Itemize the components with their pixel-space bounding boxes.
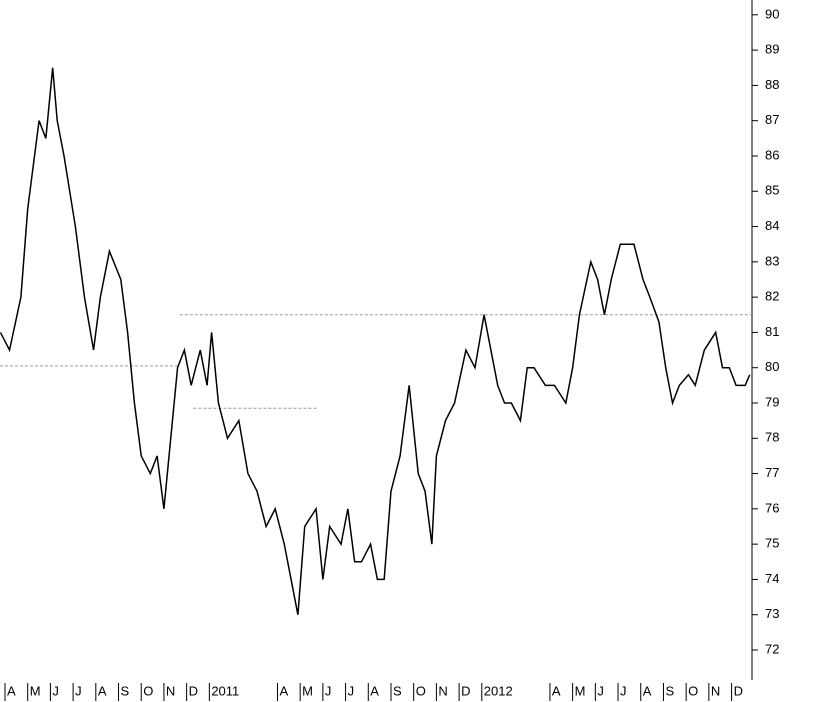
x-tick-label: N: [438, 683, 447, 698]
x-tick-label: D: [461, 683, 470, 698]
x-tick-label: O: [688, 683, 698, 698]
x-tick-label: S: [393, 683, 402, 698]
x-tick-label: M: [302, 683, 313, 698]
y-tick-label: 89: [765, 42, 779, 57]
x-tick-label: A: [643, 683, 652, 698]
x-tick-label: N: [166, 683, 175, 698]
x-tick-label: J: [75, 683, 82, 698]
y-tick-label: 76: [765, 500, 779, 515]
y-tick-label: 81: [765, 324, 779, 339]
y-tick-label: 74: [765, 571, 779, 586]
x-tick-label: O: [143, 683, 153, 698]
y-tick-label: 83: [765, 253, 779, 268]
y-tick-label: 88: [765, 77, 779, 92]
y-tick-label: 78: [765, 430, 779, 445]
price-line: [0, 67, 751, 615]
y-tick-label: 72: [765, 641, 779, 656]
x-tick-label: S: [665, 683, 674, 698]
x-tick-label: 2012: [484, 683, 513, 698]
y-tick-label: 87: [765, 112, 779, 127]
x-tick-label: J: [620, 683, 627, 698]
x-tick-label: D: [734, 683, 743, 698]
x-tick-label: A: [279, 683, 288, 698]
x-tick-label: J: [52, 683, 59, 698]
y-tick-label: 77: [765, 465, 779, 480]
x-tick-label: J: [325, 683, 332, 698]
y-tick-label: 82: [765, 289, 779, 304]
x-tick-label: O: [416, 683, 426, 698]
x-tick-label: J: [597, 683, 604, 698]
x-tick-label: M: [30, 683, 41, 698]
y-tick-label: 84: [765, 218, 779, 233]
y-tick-label: 90: [765, 6, 779, 21]
x-tick-label: A: [98, 683, 107, 698]
x-tick-label: S: [121, 683, 130, 698]
x-tick-label: M: [575, 683, 586, 698]
y-tick-label: 75: [765, 536, 779, 551]
y-tick-label: 85: [765, 183, 779, 198]
x-tick-label: A: [370, 683, 379, 698]
y-tick-label: 86: [765, 147, 779, 162]
y-tick-label: 79: [765, 394, 779, 409]
y-tick-label: 80: [765, 359, 779, 374]
x-tick-label: D: [189, 683, 198, 698]
x-tick-label: N: [711, 683, 720, 698]
x-tick-label: J: [348, 683, 355, 698]
x-tick-label: 2011: [211, 683, 239, 698]
x-tick-label: A: [7, 683, 16, 698]
x-tick-label: A: [552, 683, 561, 698]
y-tick-label: 73: [765, 606, 779, 621]
